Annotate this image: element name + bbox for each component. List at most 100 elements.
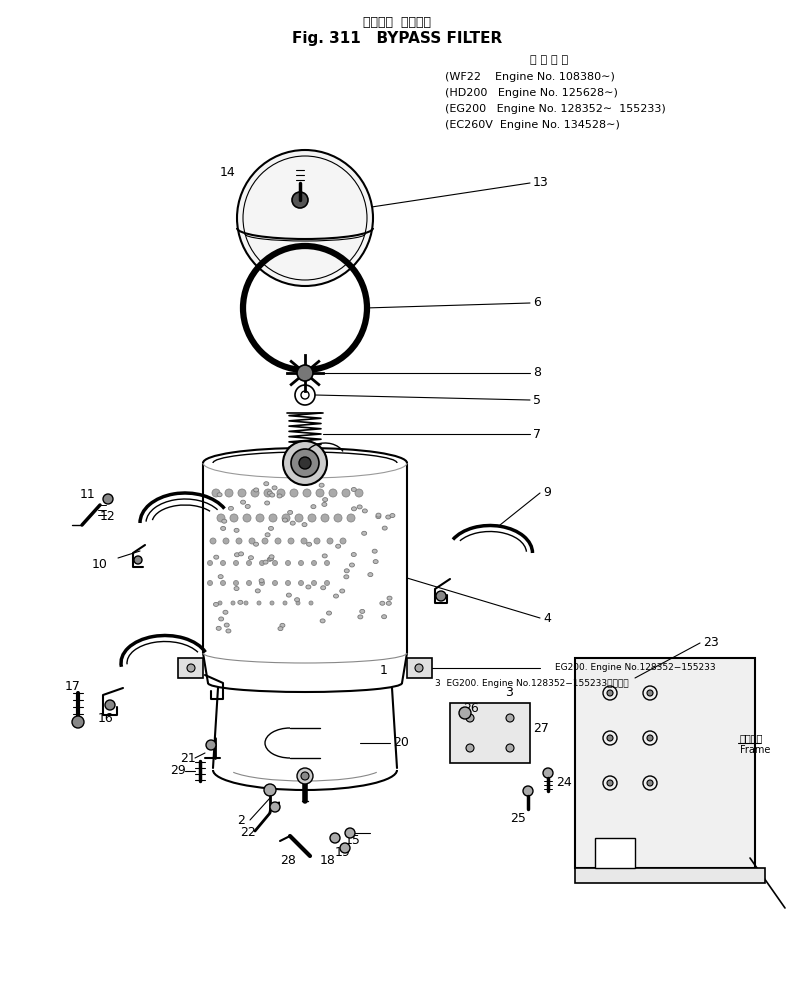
Circle shape — [251, 489, 259, 497]
Ellipse shape — [363, 509, 367, 513]
Ellipse shape — [255, 589, 260, 593]
Circle shape — [264, 489, 272, 497]
Circle shape — [523, 786, 533, 796]
Circle shape — [103, 494, 113, 504]
Circle shape — [324, 560, 329, 565]
Circle shape — [303, 489, 311, 497]
Ellipse shape — [222, 519, 227, 523]
Circle shape — [347, 514, 355, 522]
Ellipse shape — [382, 526, 387, 530]
Text: (EG200   Engine No. 128352∼  155233): (EG200 Engine No. 128352∼ 155233) — [445, 104, 665, 114]
Text: 23: 23 — [703, 636, 719, 649]
Text: Fig. 311   BYPASS FILTER: Fig. 311 BYPASS FILTER — [292, 30, 502, 45]
Text: 25: 25 — [510, 812, 525, 826]
Ellipse shape — [295, 598, 300, 602]
Circle shape — [262, 538, 268, 544]
Text: 13: 13 — [533, 176, 549, 190]
Circle shape — [270, 601, 274, 605]
Circle shape — [308, 514, 316, 522]
Text: 29: 29 — [170, 764, 186, 777]
Text: 27: 27 — [533, 722, 549, 735]
Ellipse shape — [327, 611, 332, 615]
Ellipse shape — [245, 504, 250, 508]
Circle shape — [285, 560, 290, 565]
Text: 4: 4 — [543, 612, 551, 625]
Ellipse shape — [223, 610, 228, 614]
Ellipse shape — [235, 552, 239, 556]
Circle shape — [249, 538, 255, 544]
Ellipse shape — [234, 528, 239, 532]
Ellipse shape — [238, 551, 243, 555]
Ellipse shape — [372, 549, 377, 553]
Ellipse shape — [351, 507, 356, 511]
Circle shape — [269, 514, 277, 522]
Circle shape — [246, 560, 251, 565]
Circle shape — [223, 538, 229, 544]
Text: 7: 7 — [533, 427, 541, 440]
Text: フレーム: フレーム — [740, 733, 763, 743]
Text: 22: 22 — [240, 827, 256, 840]
Circle shape — [543, 768, 553, 778]
Ellipse shape — [390, 513, 395, 517]
Ellipse shape — [217, 493, 222, 497]
Text: 24: 24 — [556, 776, 572, 789]
Text: Frame: Frame — [740, 745, 770, 755]
Circle shape — [301, 772, 309, 780]
Ellipse shape — [269, 526, 273, 530]
Text: 17: 17 — [65, 679, 81, 692]
Ellipse shape — [218, 575, 223, 579]
Ellipse shape — [368, 573, 373, 577]
Circle shape — [217, 514, 225, 522]
Ellipse shape — [320, 619, 325, 623]
Ellipse shape — [306, 585, 311, 589]
Text: 21: 21 — [180, 752, 196, 764]
Circle shape — [647, 690, 653, 696]
Circle shape — [270, 802, 280, 812]
Ellipse shape — [351, 488, 356, 492]
Text: 3: 3 — [505, 686, 513, 700]
Ellipse shape — [238, 601, 242, 605]
Text: 8: 8 — [533, 367, 541, 379]
Ellipse shape — [282, 518, 288, 522]
Circle shape — [273, 560, 277, 565]
Circle shape — [327, 538, 333, 544]
Circle shape — [340, 843, 350, 853]
Circle shape — [218, 601, 222, 605]
Circle shape — [345, 828, 355, 838]
Circle shape — [415, 664, 423, 672]
Circle shape — [436, 591, 446, 601]
Ellipse shape — [272, 486, 277, 490]
Ellipse shape — [254, 542, 258, 546]
Circle shape — [259, 560, 265, 565]
Circle shape — [282, 514, 290, 522]
Circle shape — [607, 780, 613, 786]
Text: 12: 12 — [100, 510, 116, 523]
Circle shape — [312, 560, 316, 565]
Circle shape — [298, 560, 304, 565]
Ellipse shape — [265, 533, 270, 537]
Ellipse shape — [339, 589, 345, 593]
Circle shape — [295, 514, 303, 522]
Polygon shape — [575, 658, 755, 868]
Ellipse shape — [234, 587, 239, 591]
Text: 19: 19 — [335, 847, 351, 860]
Ellipse shape — [228, 506, 234, 510]
Polygon shape — [575, 868, 765, 883]
Ellipse shape — [311, 505, 316, 509]
Ellipse shape — [360, 610, 365, 614]
Circle shape — [220, 581, 226, 586]
Circle shape — [298, 581, 304, 586]
Ellipse shape — [221, 526, 226, 530]
Circle shape — [330, 833, 340, 843]
Ellipse shape — [302, 522, 307, 526]
Circle shape — [243, 514, 251, 522]
Ellipse shape — [214, 555, 219, 559]
Ellipse shape — [322, 554, 328, 557]
Circle shape — [283, 442, 327, 485]
Ellipse shape — [350, 563, 355, 566]
Circle shape — [292, 192, 308, 208]
Ellipse shape — [323, 498, 328, 502]
Text: 6: 6 — [533, 296, 541, 309]
Text: 16: 16 — [98, 712, 114, 725]
Circle shape — [506, 744, 514, 752]
